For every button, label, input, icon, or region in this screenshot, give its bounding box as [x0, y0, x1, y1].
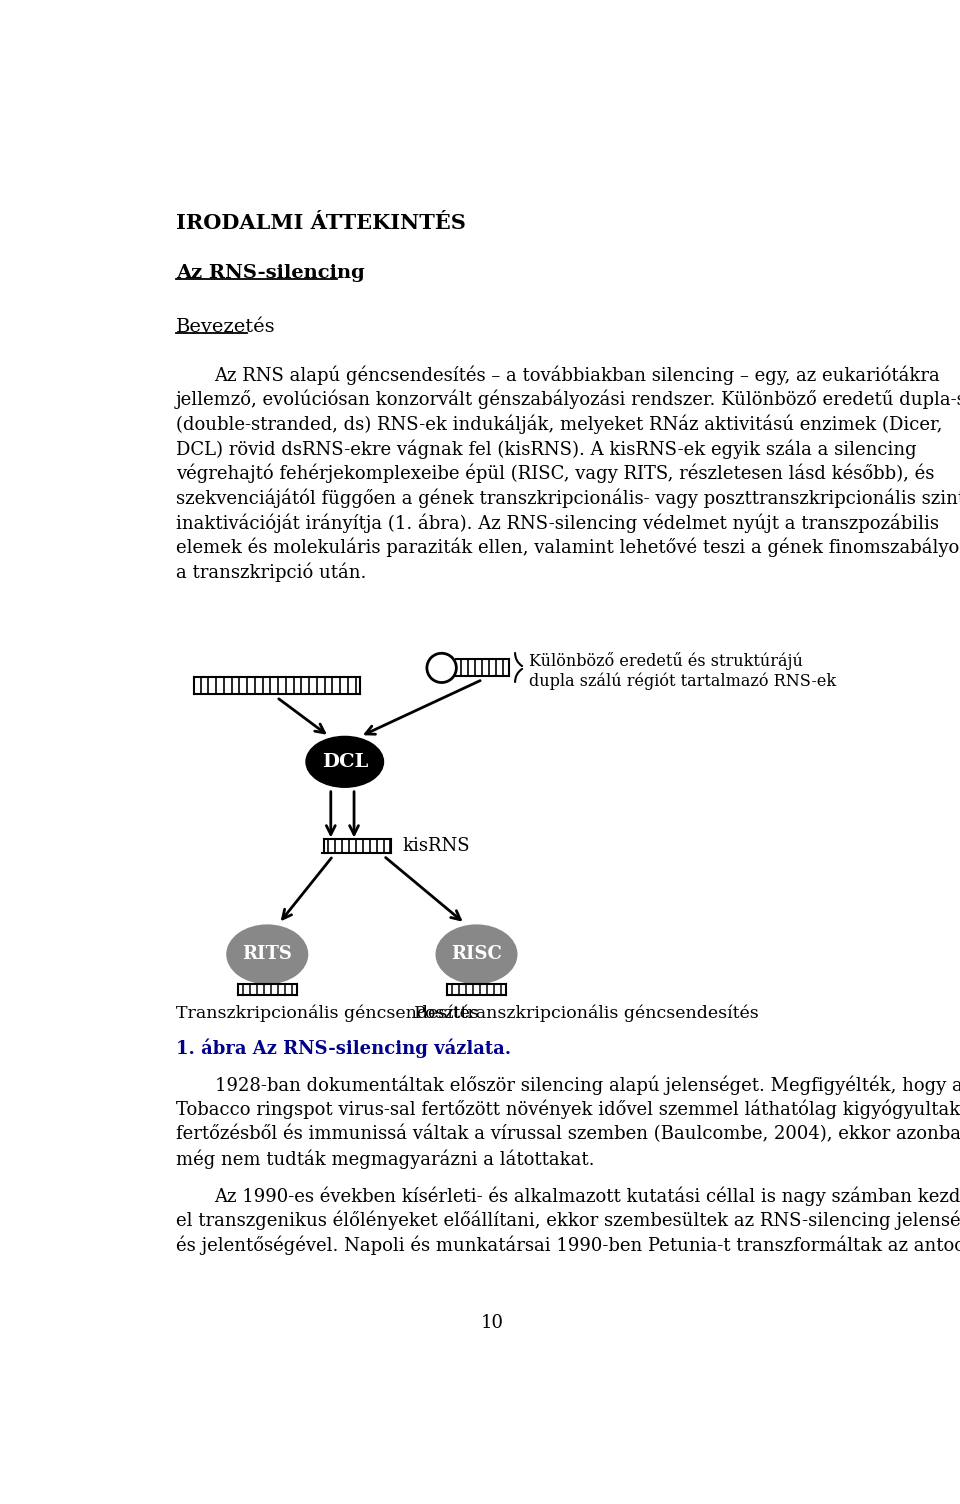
- Text: el transzgenikus élőlényeket előállítani, ekkor szembesültek az RNS-silencing je: el transzgenikus élőlényeket előállítani…: [176, 1211, 960, 1230]
- Text: Az 1990-es években kísérleti- és alkalmazott kutatási céllal is nagy számban kez: Az 1990-es években kísérleti- és alkalma…: [214, 1187, 960, 1206]
- Text: DCL) rövid dsRNS-ekre vágnak fel (kisRNS). A kisRNS-ek egyik szála a silencing: DCL) rövid dsRNS-ekre vágnak fel (kisRNS…: [176, 439, 917, 459]
- Text: Transzkripcionális géncsendesítés: Transzkripcionális géncsendesítés: [176, 1005, 479, 1021]
- Text: Különböző eredetű és struktúrájú
dupla szálú régiót tartalmazó RNS-ek: Különböző eredetű és struktúrájú dupla s…: [529, 651, 836, 690]
- Text: kisRNS: kisRNS: [402, 836, 469, 854]
- Text: szekvenciájától függően a gének transzkripcionális- vagy poszttranszkripcionális: szekvenciájától függően a gének transzkr…: [176, 489, 960, 508]
- Text: 1928-ban dokumentáltak először silencing alapú jelenséget. Megfigyélték, hogy a: 1928-ban dokumentáltak először silencing…: [214, 1075, 960, 1095]
- Ellipse shape: [227, 925, 307, 984]
- Text: végrehajtó fehérjekomplexeibe épül (RISC, vagy RITS, részletesen lásd később), é: végrehajtó fehérjekomplexeibe épül (RISC…: [176, 463, 934, 483]
- Text: 10: 10: [481, 1314, 503, 1333]
- Text: elemek és molekuláris paraziták ellen, valamint lehetővé teszi a gének finomszab: elemek és molekuláris paraziták ellen, v…: [176, 538, 960, 558]
- Text: inaktivációját irányítja (1. ábra). Az RNS-silencing védelmet nyújt a transzpozá: inaktivációját irányítja (1. ábra). Az R…: [176, 513, 939, 532]
- Text: 1. ábra Az RNS-silencing vázlata.: 1. ábra Az RNS-silencing vázlata.: [176, 1038, 511, 1057]
- Text: fertőzésből és immunissá váltak a vírussal szemben (Baulcombe, 2004), ekkor azon: fertőzésből és immunissá váltak a víruss…: [176, 1125, 960, 1143]
- Text: RITS: RITS: [242, 946, 292, 964]
- Text: a transzkripció után.: a transzkripció után.: [176, 562, 366, 582]
- Text: jellemző, evolúciósan konzorvált génszabályozási rendszer. Különböző eredetű dup: jellemző, evolúciósan konzorvált génszab…: [176, 390, 960, 409]
- Text: DCL: DCL: [322, 754, 368, 772]
- Text: IRODALMI ÁTTEKINTÉS: IRODALMI ÁTTEKINTÉS: [176, 214, 466, 233]
- Text: Bevezetés: Bevezetés: [176, 317, 276, 335]
- Text: és jelentőségével. Napoli és munkatársai 1990-ben Petunia-t transzformáltak az a: és jelentőségével. Napoli és munkatársai…: [176, 1235, 960, 1254]
- Ellipse shape: [436, 925, 516, 984]
- Ellipse shape: [306, 737, 383, 787]
- Text: Az RNS-silencing: Az RNS-silencing: [176, 263, 365, 281]
- Text: Tobacco ringspot virus-sal fertőzött növények idővel szemmel láthatólag kigyógyu: Tobacco ringspot virus-sal fertőzött növ…: [176, 1099, 960, 1119]
- Text: (double-stranded, ds) RNS-ek indukálják, melyeket RNáz aktivitású enzimek (Dicer: (double-stranded, ds) RNS-ek indukálják,…: [176, 415, 942, 435]
- Text: Az RNS alapú géncsendesítés – a továbbiakban silencing – egy, az eukariótákra: Az RNS alapú géncsendesítés – a továbbia…: [214, 365, 940, 385]
- Text: RISC: RISC: [451, 946, 502, 964]
- Text: még nem tudták megmagyarázni a látottakat.: még nem tudták megmagyarázni a látottaka…: [176, 1149, 594, 1169]
- Text: Poszttranszkripcionális géncsendesítés: Poszttranszkripcionális géncsendesítés: [415, 1005, 759, 1021]
